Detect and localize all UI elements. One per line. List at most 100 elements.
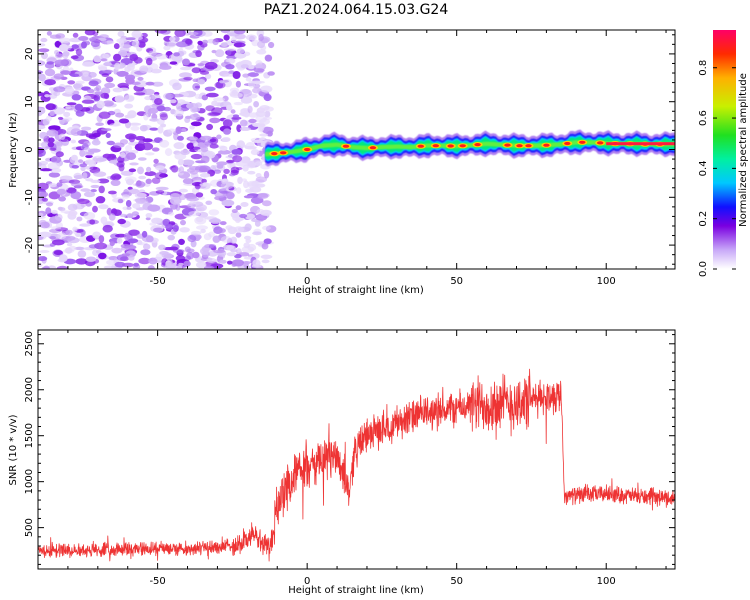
noise-blob [188,210,201,217]
noise-blob [155,253,162,260]
y-tick-label: 0 [24,146,35,152]
noise-blob [205,73,212,80]
noise-blob [144,96,152,101]
noise-blob [240,119,248,127]
noise-blob [55,53,64,58]
noise-blob [98,252,107,260]
x-tick-label: 50 [450,576,463,587]
noise-blob [89,166,98,170]
noise-blob [85,154,93,159]
noise-blob [54,213,63,221]
noise-blob [137,76,144,81]
noise-blob [244,223,252,232]
noise-blob [38,48,50,53]
noise-blob [242,164,249,172]
ridge-peak [543,143,550,147]
noise-blob [41,52,48,60]
noise-blob [212,38,219,46]
noise-blob [201,94,208,101]
noise-blob [147,204,161,212]
noise-blob [172,82,182,91]
snr-panel: -50 0 50 100 500 1000 1500 2000 2500 Height of s… [8,329,676,596]
noise-blob [41,197,48,202]
noise-blob [153,158,159,164]
noise-blob [74,246,84,250]
noise-blob [74,184,84,189]
noise-blob [108,213,116,221]
noise-blob [128,229,140,236]
noise-blob [125,144,133,152]
noise-blob [58,133,66,140]
noise-blob [135,200,149,205]
noise-blob [46,115,52,122]
noise-blob [231,259,245,267]
noise-blob [240,156,251,164]
noise-blob [45,202,54,207]
noise-blob [214,49,225,58]
noise-blob [243,195,254,199]
noise-blob [213,169,222,174]
noise-blob [149,222,157,226]
noise-blob [185,38,192,45]
noise-blob [146,166,152,173]
noise-blob [247,182,259,189]
noise-blob [57,232,67,240]
noise-blob [86,88,95,94]
noise-blob [75,258,88,265]
noise-blob [98,204,109,210]
noise-blob [71,44,79,49]
noise-blob [252,122,263,127]
noise-blob [245,34,257,41]
noise-blob [181,159,195,166]
noise-blob [192,251,200,259]
noise-blob [95,250,102,254]
figure-title: PAZ1.2024.064.15.03.G24 [264,2,449,18]
noise-blob [204,86,216,92]
noise-blob [242,73,250,78]
noise-blob [257,194,269,200]
noise-blob [191,146,201,150]
noise-blob [67,80,76,85]
noise-blob [196,216,204,223]
noise-blob [206,123,214,131]
noise-blob [80,203,87,208]
spectrogram-ylabel: Frequency (Hz) [8,112,19,188]
noise-blob [252,259,261,267]
noise-blob [197,142,205,148]
noise-blob [226,104,233,111]
noise-blob [145,81,155,86]
noise-blob [189,125,195,130]
noise-blob [258,33,264,42]
noise-blob [119,213,127,218]
noise-blob [168,246,179,251]
noise-blob [173,52,180,57]
noise-blob [80,188,91,192]
noise-blob [127,110,137,118]
noise-blob [100,92,109,99]
noise-blob [57,116,64,120]
noise-blob [259,133,269,137]
noise-blob [151,147,160,152]
noise-blob [245,188,255,193]
noise-blob [106,259,117,266]
ridge-peak [459,144,466,148]
noise-blob [46,61,55,65]
ridge-peak [474,143,481,147]
noise-blob [230,249,238,253]
noise-blob [82,71,89,77]
noise-blob [124,66,131,73]
noise-blob [237,176,243,185]
noise-blob [251,87,262,94]
x-tick-label: 100 [597,576,616,587]
noise-blob [182,58,190,66]
noise-blob [263,93,272,102]
noise-blob [246,160,256,169]
noise-blob [185,255,191,261]
noise-blob [121,253,131,257]
noise-blob [236,187,242,194]
noise-blob [169,36,176,42]
noise-blob [194,93,202,100]
noise-blob [58,37,72,44]
noise-blob [140,249,151,256]
noise-blob [76,216,83,222]
